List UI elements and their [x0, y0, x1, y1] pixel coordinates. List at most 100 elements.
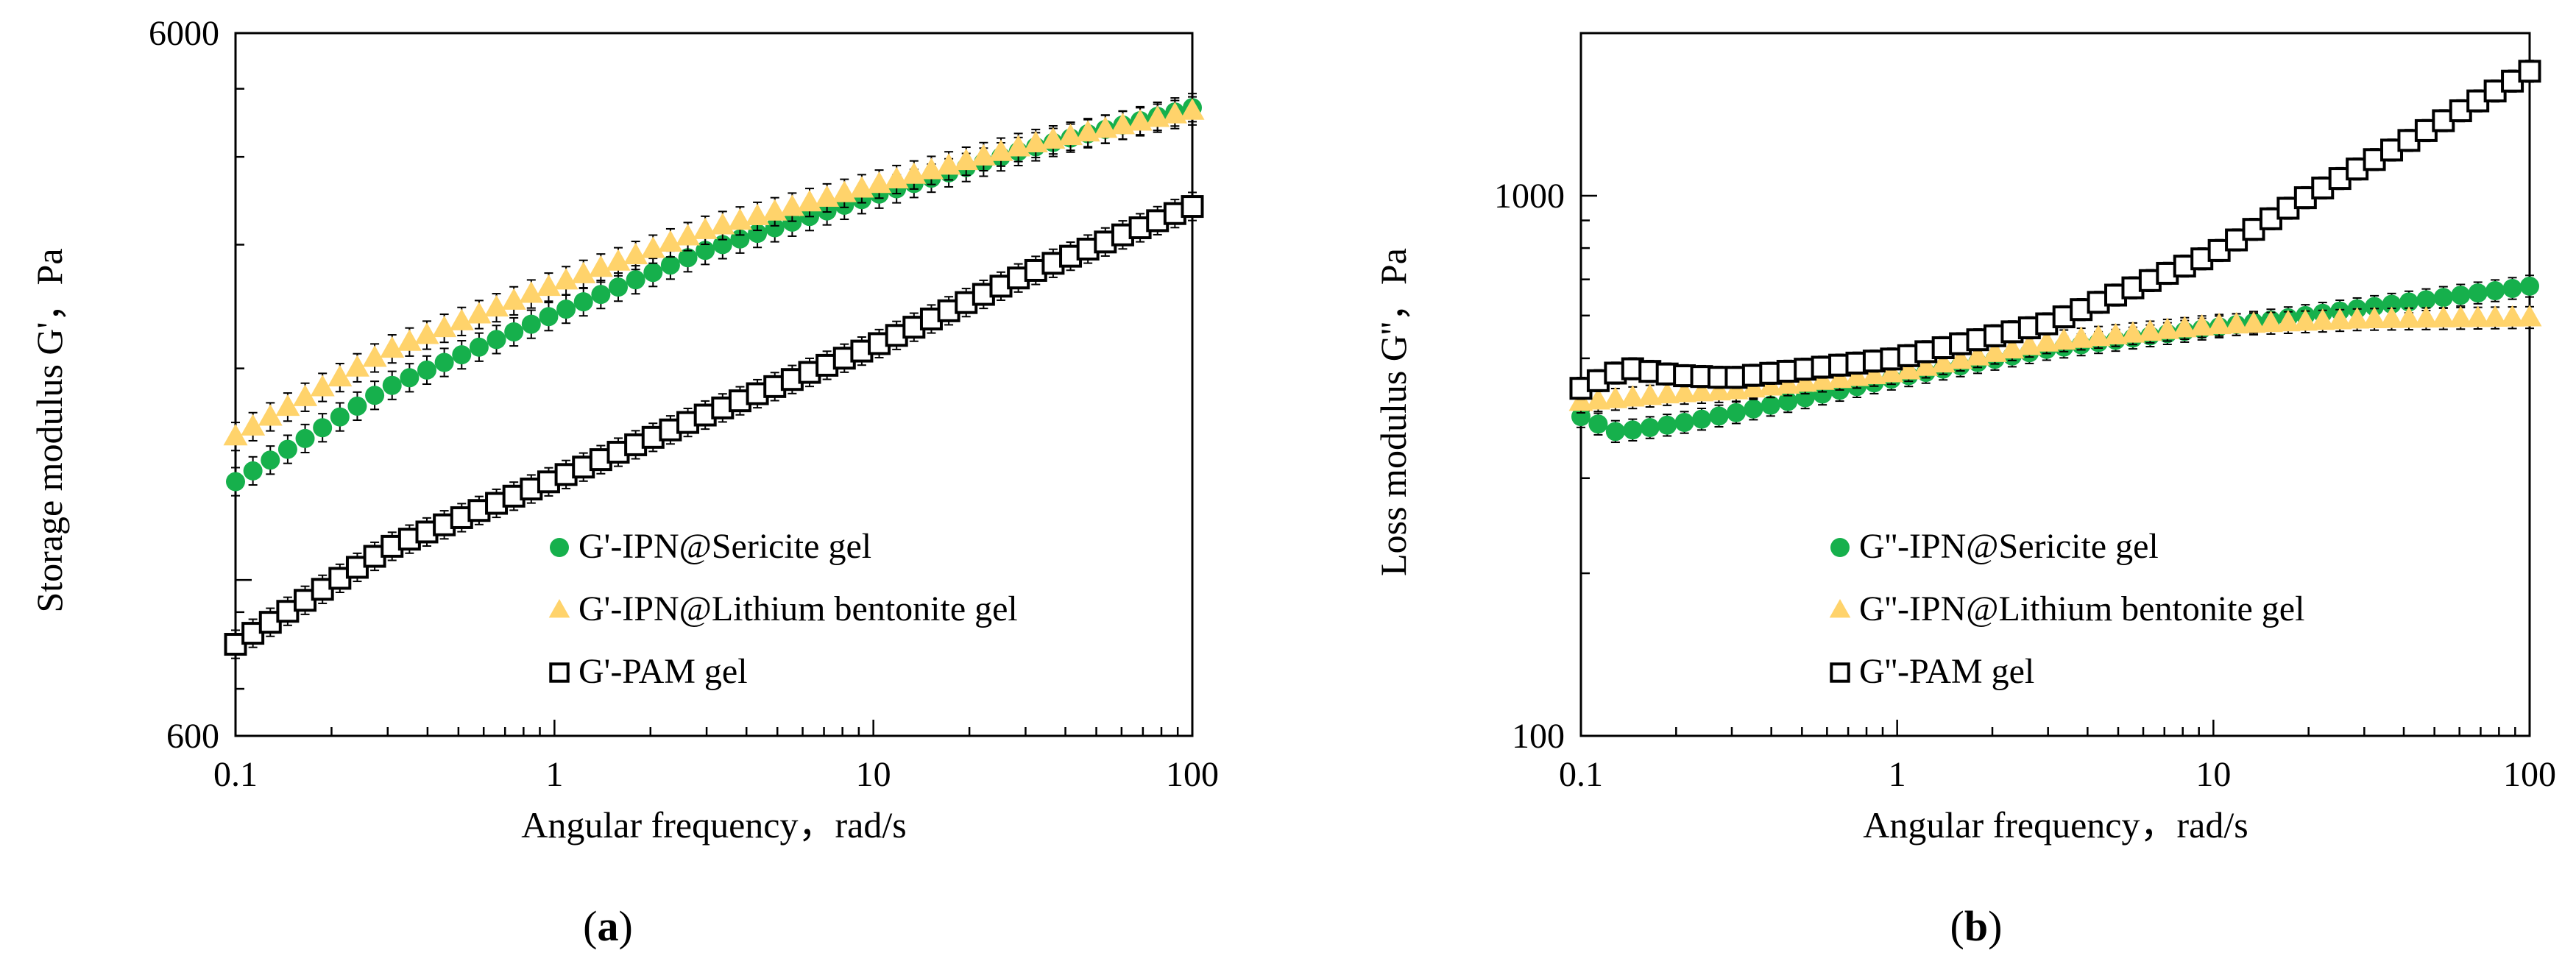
panel-b-y-tick-label: 1000 [1494, 177, 1565, 216]
panel-b-data-point [2413, 305, 2438, 328]
panel-a-data-point [417, 360, 436, 380]
panel-b-x-axis-title: Angular frequency，rad/s [1863, 804, 2248, 846]
panel-b-data-point [1692, 409, 1712, 429]
panel-b-data-point [1948, 347, 1973, 369]
panel-a-data-point [571, 261, 596, 283]
panel-a-legend-label: G'-IPN@Sericite gel [578, 527, 871, 566]
panel-a-series-1 [223, 96, 1205, 452]
panel-a-data-point [277, 439, 297, 459]
panel-a-caption: (a) [583, 902, 633, 950]
panel-a-x-tick-label: 0.1 [213, 755, 258, 794]
panel-b-data-point [1672, 380, 1697, 403]
panel-b-data-point [2137, 319, 2162, 341]
panel-a-data-point [362, 345, 387, 367]
panel-a-data-point [782, 212, 802, 232]
panel-b-data-point [1793, 370, 1818, 392]
panel-b-data-point [1706, 378, 1731, 401]
panel-b-data-point [2258, 310, 2283, 333]
panel-a-data-point [258, 404, 283, 426]
panel-b-data-point [1914, 354, 1939, 376]
panel-b-data-point [1603, 386, 1628, 408]
panel-b-data-point [2502, 278, 2522, 298]
panel-b-series-2 [1569, 60, 2541, 400]
panel-a-data-point [397, 329, 422, 351]
panel-b-data-point [1861, 362, 1886, 385]
panel-a-data-point [519, 281, 544, 303]
panel-a-data-point [347, 396, 367, 416]
panel-b-data-point [1744, 399, 1763, 419]
panel-a-data-point [536, 274, 561, 297]
panel-b-data-point [2172, 316, 2197, 338]
panel-b-data-point [2051, 327, 2076, 350]
panel-a-data-point [434, 352, 454, 372]
panel-b-data-point [1655, 381, 1680, 404]
panel-b-data-point [1810, 368, 1835, 390]
panel-b-legend: G''-IPN@Sericite gel G''-IPN@Lithium bent… [1829, 527, 2304, 691]
panel-b-data-point [1620, 385, 1645, 407]
panel-a-data-point [696, 241, 715, 261]
panel-a-data-point [712, 235, 732, 255]
panel-a-data-point [432, 315, 457, 338]
panel-b-data-point [1879, 361, 1904, 383]
panel-b-data-point [2483, 305, 2508, 327]
panel-b-data-point [1585, 388, 1610, 410]
panel-b-data-point [2000, 336, 2025, 359]
panel-b-data-point [1709, 406, 1729, 426]
panel-b-data-point [2276, 310, 2301, 332]
panel-b-data-point [2466, 305, 2491, 327]
panel-a-data-point [467, 302, 492, 324]
panel-a-data-point [678, 248, 698, 268]
panel-b-data-point [1689, 380, 1714, 402]
panel-b-data-point [1896, 358, 1921, 380]
panel-b-data-point [2224, 311, 2249, 334]
panel-b-data-point [2451, 286, 2471, 305]
panel-a-plot-frame [234, 32, 1194, 737]
panel-a-x-tick-label: 10 [856, 755, 891, 794]
panel-b-legend-label: G''-PAM gel [1859, 652, 2034, 691]
panel-b-data-point [2382, 294, 2402, 314]
panel-a-data-point [449, 308, 474, 330]
panel-a-data-point [328, 364, 353, 387]
panel-b-legend-label: G''-IPN@Lithium bentonite gel [1859, 589, 2304, 628]
panel-b-data-point [1931, 350, 1956, 373]
panel-b-data-point [2190, 313, 2215, 336]
panel-b-data-point [1638, 383, 1663, 405]
panel-a-data-point [275, 394, 300, 417]
panel-a-data-point [380, 336, 405, 358]
panel-b-data-point [2396, 306, 2421, 328]
panel-b-data-point [2103, 322, 2129, 344]
panel-a-data-point [226, 472, 245, 492]
panel-b-data-point [1623, 420, 1643, 440]
panel-a-data-point [623, 242, 648, 265]
panel-b-data-point [1795, 388, 1815, 408]
panel-b-data-point [2310, 308, 2335, 330]
panel-b-data-point [2365, 297, 2385, 316]
panel-a-data-point [484, 294, 509, 317]
panel-b-data-point [2207, 312, 2232, 335]
panel-b-data-point [1674, 413, 1694, 433]
panel-b-marks [1568, 60, 2542, 444]
panel-a-data-point [241, 414, 266, 436]
panel-b-data-point [2362, 306, 2387, 329]
panel-a-data-point [501, 288, 526, 310]
panel-a-data-point [1058, 123, 1083, 146]
panel-b-data-point [1657, 415, 1677, 435]
panel-b-data-point [2069, 326, 2094, 348]
panel-a-data-point [1181, 195, 1204, 219]
panel-b-data-point [2155, 317, 2180, 339]
panel-b-data-point [2520, 276, 2539, 296]
panel-a-data-point [1093, 116, 1118, 138]
panel-a-data-point [748, 224, 768, 244]
panel-b-data-point [1726, 403, 1746, 422]
panel-a-data-point [591, 285, 611, 305]
panel-b-data-point [1588, 414, 1608, 434]
panel-b-legend-marker-square [1830, 662, 1850, 683]
panel-a-data-point [1041, 127, 1066, 149]
panel-a-data-point [330, 407, 350, 427]
panel-a-data-point [486, 330, 506, 350]
panel-b-letter: b [1964, 902, 1988, 950]
panel-a-legend-marker-circle [550, 538, 569, 557]
panel-a-x-tick-label: 1 [545, 755, 563, 794]
